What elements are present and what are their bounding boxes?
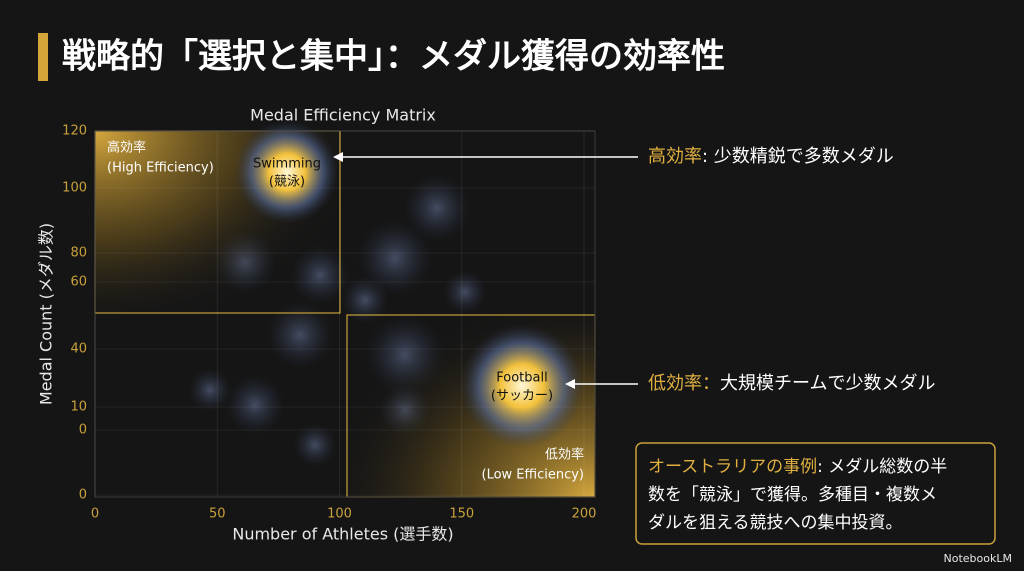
callout-body: 大規模チームで少数メダル	[720, 373, 935, 394]
y-tick-label: 60	[70, 275, 87, 290]
hotspot-glow	[235, 120, 339, 224]
y-tick-label: 80	[70, 246, 87, 261]
arrow-head	[565, 379, 575, 389]
case-text: ダルを狙える競技への集中投資。	[648, 513, 903, 533]
heat-blob	[341, 276, 389, 324]
hotspot-glow	[460, 324, 584, 448]
x-tick-label: 100	[327, 507, 352, 522]
heat-blob	[443, 270, 487, 314]
heat-blob	[293, 423, 337, 467]
region-label: 低効率	[545, 447, 584, 463]
heat-blob	[266, 301, 334, 369]
case-body: ダルを狙える競技への集中投資。	[648, 513, 903, 533]
y-tick-label: 100	[62, 181, 87, 196]
case-text: オーストラリアの事例: メダル総数の半	[648, 457, 947, 477]
case-text: 数を「競泳」で獲得。多種目・複数メ	[648, 485, 937, 505]
heat-blob	[188, 368, 232, 412]
region-label: (Low Efficiency)	[482, 468, 585, 483]
y-tick-label: 0	[79, 423, 87, 438]
x-tick-label: 150	[449, 507, 474, 522]
y-tick-label: 0	[79, 488, 87, 503]
x-tick-label: 0	[91, 507, 99, 522]
y-tick-label: 40	[70, 342, 87, 357]
region-label: 高効率	[107, 140, 146, 156]
region-label: (High Efficiency)	[107, 161, 214, 176]
case-body: : メダル総数の半	[817, 457, 947, 477]
title-bar	[38, 33, 48, 81]
plot-frame	[94, 130, 596, 498]
callout-body: : 少数精鋭で多数メダル	[702, 146, 894, 167]
heat-blob	[357, 220, 433, 296]
callout-text: 低効率：大規模チームで少数メダル	[648, 373, 935, 394]
case-box	[635, 442, 996, 545]
case-body: 数を「競泳」で獲得。多種目・複数メ	[648, 485, 937, 505]
chart-title: Medal Efficiency Matrix	[250, 106, 436, 125]
callout-highlight: 高効率	[648, 146, 702, 167]
hotspot-label: (競泳)	[269, 175, 305, 190]
hotspot-label: Swimming	[253, 157, 321, 172]
x-tick-label: 200	[572, 507, 597, 522]
y-tick-label: 10	[70, 400, 87, 415]
arrow-head	[333, 152, 343, 162]
heat-blob	[225, 375, 285, 435]
case-highlight: オーストラリアの事例	[648, 457, 817, 477]
callout-highlight: 低効率：	[648, 373, 720, 394]
y-tick-label: 120	[62, 124, 87, 139]
x-axis-label: Number of Athletes (選手数)	[232, 525, 453, 544]
hotspot-label: Football	[496, 371, 547, 386]
slide-title: 戦略的「選択と集中」：メダル獲得の効率性	[62, 37, 725, 77]
hotspot-label: (サッカー)	[491, 389, 553, 404]
footer: NotebookLM	[944, 552, 1012, 565]
y-axis-label: Medal Count (メダル数)	[37, 223, 56, 405]
callout-text: 高効率: 少数精鋭で多数メダル	[648, 146, 894, 167]
heat-blob	[403, 174, 471, 242]
x-tick-label: 50	[209, 507, 226, 522]
